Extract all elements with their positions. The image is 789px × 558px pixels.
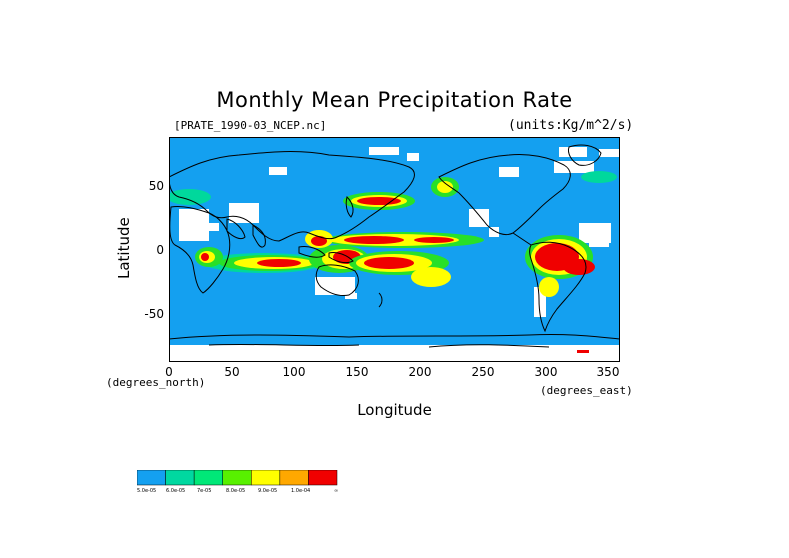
file-label: [PRATE_1990-03_NCEP.nc] [174, 119, 327, 132]
colorbar-swatch [165, 470, 195, 486]
y-tick-label: -50 [144, 307, 164, 321]
x-tick-label: 50 [224, 365, 240, 379]
colorbar-swatch [279, 470, 309, 486]
colorbar-label: ∞ [334, 488, 339, 494]
colorbar-label: 6.0e-05 [166, 488, 186, 494]
chart-title: Monthly Mean Precipitation Rate [216, 88, 573, 112]
coastlines [169, 144, 620, 348]
precipitation-map [169, 137, 620, 362]
colorbar-label: 8.0e-05 [226, 488, 246, 494]
x-unit-left-label: (degrees_north) [106, 376, 206, 389]
colorbar-label: 1.0e-04 [291, 488, 311, 494]
precipitation-bands [169, 171, 617, 353]
x-axis-label: Longitude [357, 401, 432, 419]
x-unit-right-label: (degrees_east) [540, 384, 633, 397]
map-frame-border [169, 137, 620, 362]
colorbar-swatch [251, 470, 281, 486]
colorbar-swatch [137, 470, 166, 486]
colorbar-swatch [308, 470, 338, 486]
x-tick-label: 350 [596, 365, 620, 379]
colorbar-label: 5.0e-05 [137, 488, 157, 494]
colorbar-label: 7e-05 [197, 488, 212, 494]
y-tick-label: 50 [148, 179, 164, 193]
colorbar-swatch [193, 470, 223, 486]
colorbar [137, 470, 338, 486]
colorbar-label: 9.0e-05 [258, 488, 278, 494]
x-tick-label: 0 [165, 365, 173, 379]
x-tick-label: 100 [282, 365, 306, 379]
units-label: (units:Kg/m^2/s) [508, 118, 634, 133]
y-tick-label: 0 [156, 243, 164, 257]
x-tick-label: 200 [408, 365, 432, 379]
colorbar-swatches [137, 470, 338, 486]
x-tick-label: 300 [534, 365, 558, 379]
x-tick-label: 250 [471, 365, 495, 379]
x-tick-label: 150 [345, 365, 369, 379]
colorbar-swatch [222, 470, 252, 486]
